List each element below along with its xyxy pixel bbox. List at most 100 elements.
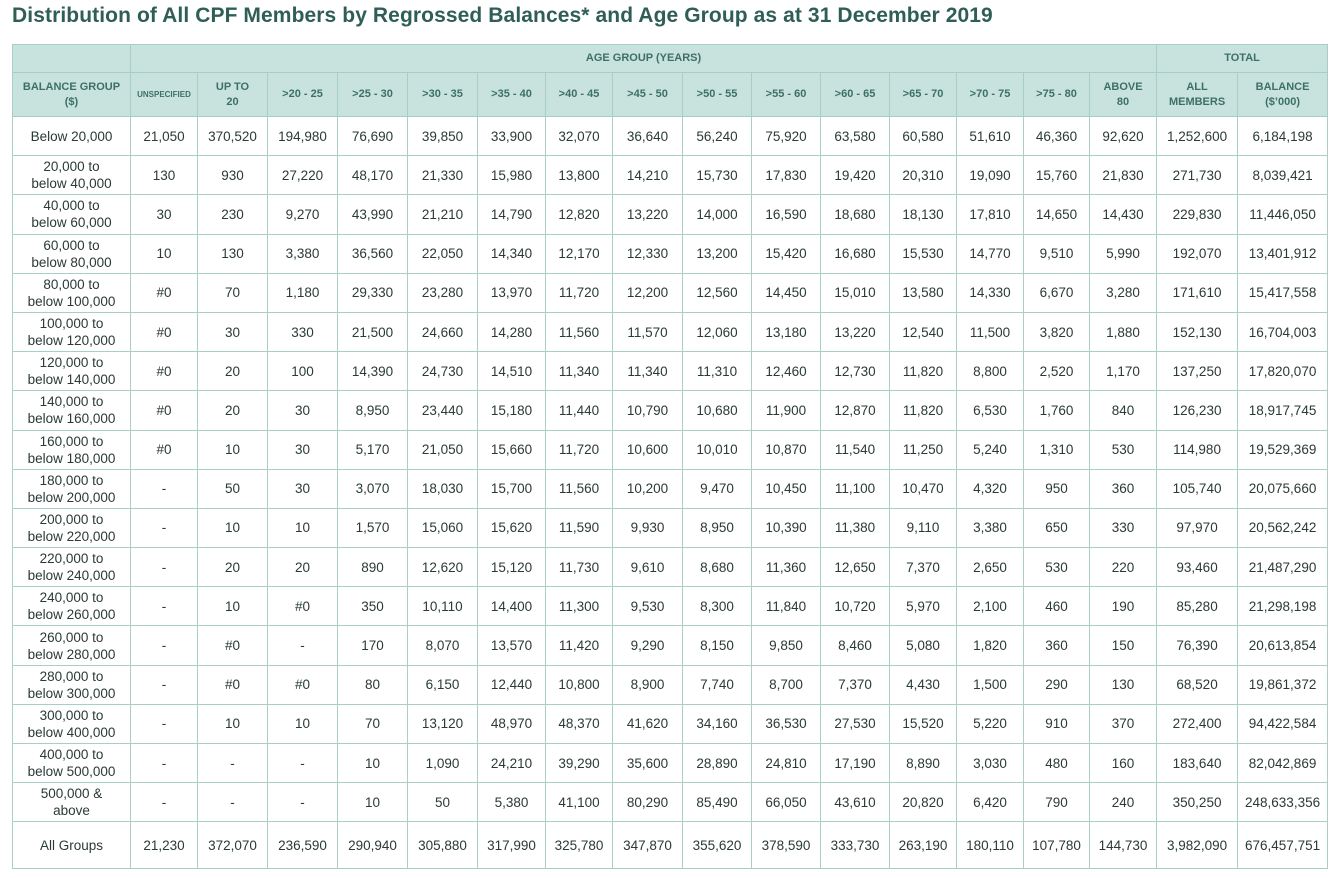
balance-group-text-line2: above: [53, 803, 90, 819]
table-cell: 15,180: [477, 390, 546, 431]
balance-group-text-line2: below 260,000: [27, 607, 116, 623]
age-group-header: AGE GROUP (YEARS): [129, 44, 1158, 73]
table-cell: 170: [337, 625, 408, 666]
table-cell: 305,880: [407, 821, 478, 870]
table-cell: 36,560: [337, 233, 408, 274]
table-cell: 790: [1023, 782, 1090, 823]
data-table: AGE GROUP (YEARS) TOTAL BALANCE GROUP ($…: [12, 44, 1329, 870]
table-cell: 530: [1023, 547, 1090, 588]
table-cell: 183,640: [1156, 742, 1239, 784]
table-cell: 12,620: [407, 547, 478, 588]
column-header: >35 - 40: [477, 72, 546, 117]
table-cell: 105,740: [1156, 468, 1239, 509]
table-cell: 27,220: [267, 155, 338, 196]
table-cell: 33,900: [477, 115, 546, 157]
header-row-top: AGE GROUP (YEARS) TOTAL: [12, 44, 1329, 73]
table-cell: 11,300: [545, 586, 613, 627]
table-cell: 11,840: [751, 586, 821, 627]
table-cell: 130: [1088, 664, 1158, 705]
table-cell: 11,360: [751, 547, 821, 588]
table-cell: 11,340: [545, 351, 613, 392]
table-row: 220,000 to below 240,000-20 20 890 12,620 15,…: [12, 547, 1329, 588]
table-cell: 3,380: [956, 507, 1024, 549]
table-cell: 12,820: [545, 194, 613, 235]
table-cell: 11,720: [545, 272, 613, 313]
table-row: 160,000 to below 180,000 #0 10 30 5,170 21,050…: [12, 429, 1329, 470]
table-cell: 530: [1088, 429, 1158, 470]
column-header: >45 - 50: [612, 72, 683, 117]
table-cell: 48,170: [337, 155, 408, 196]
table-cell: 11,440: [545, 390, 613, 431]
balance-group-cell: 40,000 to below 60,000: [12, 194, 131, 235]
column-header: >60 - 65: [820, 72, 890, 117]
table-cell: 330: [267, 311, 338, 353]
table-cell: 317,990: [477, 821, 546, 870]
table-cell: 114,980: [1156, 429, 1239, 470]
table-cell: -: [130, 703, 198, 745]
balance-group-cell: Below 20,000: [12, 115, 131, 157]
table-cell: 3,380: [267, 233, 338, 274]
table-cell: 1,820: [956, 625, 1024, 666]
table-cell: -: [130, 782, 198, 823]
column-header: >65 - 70: [889, 72, 957, 117]
table-cell: 10: [337, 782, 408, 823]
table-cell: 8,300: [682, 586, 752, 627]
table-cell: #0: [130, 351, 198, 392]
table-cell: 13,120: [407, 703, 478, 745]
balance-group-cell: 260,000 to below 280,000: [12, 625, 131, 666]
balance-group-header: BALANCE GROUP ($): [12, 72, 131, 117]
table-cell: 10,470: [889, 468, 957, 509]
table-cell: 350,250: [1156, 782, 1239, 823]
table-cell: 10: [337, 742, 408, 784]
table-cell: #0: [130, 429, 198, 470]
balance-group-cell: 20,000 to below 40,000: [12, 155, 131, 196]
total-header: TOTAL: [1156, 44, 1329, 73]
balance-group-text-line2: below 120,000: [27, 333, 116, 349]
balance-group-text: 180,000 to: [39, 472, 104, 488]
table-cell: 13,180: [751, 311, 821, 353]
table-cell: 10: [267, 703, 338, 745]
table-cell: 10,790: [612, 390, 683, 431]
table-cell: 10,720: [820, 586, 890, 627]
table-cell: 12,460: [751, 351, 821, 392]
table-cell: 12,060: [682, 311, 752, 353]
table-cell: 85,490: [682, 782, 752, 823]
table-cell: 8,890: [889, 742, 957, 784]
table-cell: #0: [130, 390, 198, 431]
table-cell: 82,042,869: [1237, 742, 1329, 784]
table-cell: #0: [267, 586, 338, 627]
table-cell: 3,030: [956, 742, 1024, 784]
table-header: AGE GROUP (YEARS) TOTAL BALANCE GROUP ($…: [12, 44, 1329, 117]
column-header-label: >20 - 25: [282, 88, 323, 100]
table-cell: -: [130, 625, 198, 666]
table-cell: 17,190: [820, 742, 890, 784]
balance-group-text: 260,000 to: [39, 629, 104, 645]
table-cell: 5,240: [956, 429, 1024, 470]
table-row: Below 20,000 21,050 370,520 194,980 76,690 39…: [12, 115, 1329, 157]
table-cell: 950: [1023, 468, 1090, 509]
table-cell: 24,210: [477, 742, 546, 784]
table-cell: 30: [267, 390, 338, 431]
table-cell: 16,590: [751, 194, 821, 235]
table-cell: 8,700: [751, 664, 821, 705]
table-cell: 15,980: [477, 155, 546, 196]
table-cell: 20,310: [889, 155, 957, 196]
balance-group-text-line2: below 200,000: [27, 489, 116, 505]
table-cell: 20: [197, 547, 268, 588]
table-cell: 93,460: [1156, 547, 1239, 588]
table-cell: 41,100: [545, 782, 613, 823]
column-header-label-line2: 20: [226, 95, 239, 108]
table-cell: 50: [407, 782, 478, 823]
table-cell: #0: [130, 272, 198, 313]
table-cell: 3,982,090: [1156, 821, 1239, 870]
balance-group-text: 100,000 to: [39, 316, 104, 332]
table-cell: 360: [1023, 625, 1090, 666]
balance-group-text-line2: below 60,000: [31, 215, 112, 231]
table-cell: 63,580: [820, 115, 890, 157]
table-cell: 23,440: [407, 390, 478, 431]
column-header-label: >35 - 40: [491, 88, 532, 100]
table-cell: 5,970: [889, 586, 957, 627]
table-cell: 230: [197, 194, 268, 235]
table-row: All Groups 21,230 372,070 236,590 290,940 305…: [12, 821, 1329, 870]
table-cell: 97,970: [1156, 507, 1239, 549]
